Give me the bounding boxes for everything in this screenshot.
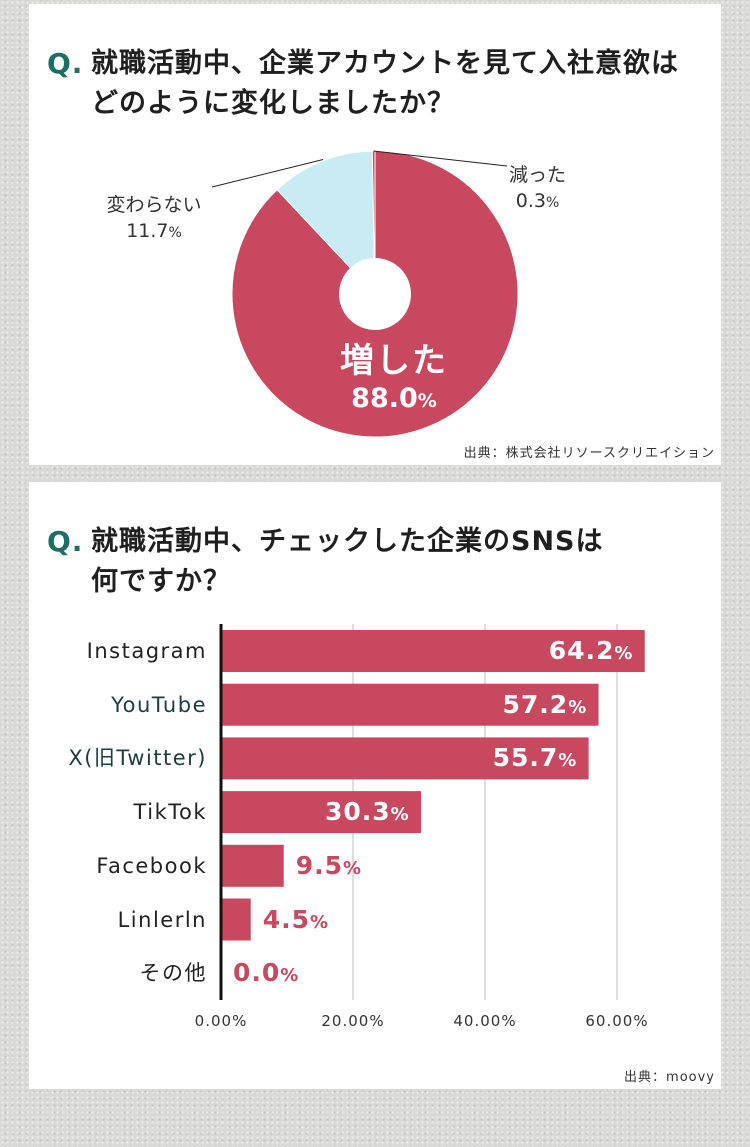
slice-increased	[231, 150, 519, 438]
leader-line-unchanged	[211, 159, 324, 188]
bar-3	[221, 791, 421, 834]
q-mark-2: Q.	[47, 525, 84, 558]
x-tick-label: 0.00%	[194, 1012, 248, 1030]
category-label: TikTok	[133, 800, 207, 825]
question-line-2b: 何ですか？	[91, 566, 231, 597]
bar-0	[221, 630, 645, 672]
label-unchanged-value: 11.7	[126, 220, 169, 242]
label-increased-value: 88.0	[351, 383, 418, 414]
label-increased-unit: %	[417, 390, 437, 412]
value-label: 64.2%	[548, 636, 634, 665]
slice-unchanged	[276, 150, 376, 296]
bar-1	[221, 683, 599, 726]
bar-4	[221, 844, 284, 887]
value-label: 0.0%	[233, 958, 300, 988]
donut-hole	[339, 258, 411, 330]
category-label: Facebook	[96, 853, 207, 878]
value-label: 57.2%	[502, 689, 588, 719]
x-tick-label: 60.00%	[585, 1012, 649, 1030]
x-tick-label: 40.00%	[453, 1012, 517, 1030]
question-line-2a: 就職活動中、チェックした企業のSNSは	[91, 526, 604, 557]
question-title-1: Q. 就職活動中、企業アカウントを見て入社意欲は どのように変化しましたか？	[47, 44, 707, 124]
label-increased-name: 増した	[340, 341, 448, 381]
value-label: 4.5%	[262, 904, 330, 934]
question-line-1b: どのように変化しましたか？	[91, 88, 455, 119]
donut-chart	[211, 150, 519, 438]
bar-5	[221, 898, 251, 941]
question-line-1a: 就職活動中、企業アカウントを見て入社意欲は	[91, 48, 679, 79]
category-label: Instagram	[86, 639, 207, 663]
label-decreased-name: 減った	[508, 164, 566, 186]
question-card-1: Q. 就職活動中、企業アカウントを見て入社意欲は どのように変化しましたか？ 変…	[29, 4, 721, 465]
source-2: 出典：moovy	[624, 1070, 715, 1085]
label-unchanged: 変わらない 11.7%	[79, 192, 229, 246]
question-card-2: Q. 就職活動中、チェックした企業のSNSは 何ですか？ Instagram 64…	[29, 482, 721, 1089]
category-label: X(旧Twitter)	[68, 746, 207, 771]
label-unchanged-unit: %	[168, 225, 182, 241]
leader-line-decreased	[373, 150, 508, 167]
label-decreased-value: 0.3	[515, 190, 546, 212]
source-1: 出典：株式会社リソースクリエイション	[463, 446, 715, 461]
value-label: 55.7%	[492, 743, 578, 773]
label-unchanged-name: 変わらない	[106, 194, 202, 216]
category-label: その他	[139, 961, 207, 986]
label-increased: 増した 88.0%	[294, 339, 494, 417]
label-decreased-unit: %	[545, 195, 560, 211]
q-mark-1: Q.	[47, 47, 84, 80]
bar-chart	[219, 624, 645, 1000]
bar-2	[221, 737, 589, 780]
category-label: Linlerln	[117, 907, 207, 932]
category-label: YouTube	[111, 692, 207, 717]
x-tick-label: 20.00%	[321, 1012, 385, 1030]
label-decreased: 減った 0.3%	[495, 162, 580, 216]
question-title-2: Q. 就職活動中、チェックした企業のSNSは 何ですか？	[47, 522, 707, 602]
value-label: 9.5%	[295, 850, 363, 880]
value-label: 30.3%	[324, 797, 410, 827]
